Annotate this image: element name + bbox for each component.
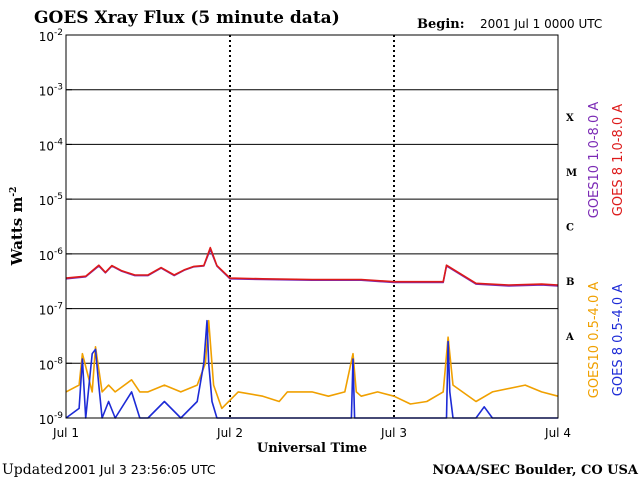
x-tick-label: Jul 4 xyxy=(544,426,571,440)
flare-class-label: B xyxy=(566,277,574,288)
legend-label: GOES10 0.5-4.0 A xyxy=(587,282,602,399)
x-tick-label: Jul 3 xyxy=(380,426,407,440)
y-tick-base: 10 xyxy=(39,358,54,372)
y-tick-exponent: -8 xyxy=(54,356,63,366)
y-tick-label: 10-4 xyxy=(39,137,64,153)
y-tick-base: 10 xyxy=(39,30,54,44)
y-tick-base: 10 xyxy=(39,413,54,427)
y-tick-label: 10-7 xyxy=(39,302,63,318)
flare-class-label: X xyxy=(566,113,574,124)
y-tick-label: 10-5 xyxy=(39,192,63,208)
y-tick-base: 10 xyxy=(39,85,54,99)
x-tick-label: Jul 1 xyxy=(52,426,79,440)
y-axis-tick-labels: 10-210-310-410-510-610-710-810-9 xyxy=(39,28,72,427)
y-axis-label: Watts m-2 xyxy=(8,187,26,267)
begin-value: 2001 Jul 1 0000 UTC xyxy=(480,17,602,31)
y-tick-base: 10 xyxy=(39,139,54,153)
chart-legend: GOES10 1.0-8.0 A GOES 8 1.0-8.0 A GOES10 0… xyxy=(587,102,626,399)
y-tick-label: 10-9 xyxy=(39,411,64,427)
legend-label: GOES 8 0.5-4.0 A xyxy=(611,284,626,396)
y-tick-base: 10 xyxy=(39,194,54,208)
legend-label: GOES 8 1.0-8.0 A xyxy=(611,104,626,216)
x-tick-label: Jul 2 xyxy=(216,426,243,440)
y-tick-exponent: -4 xyxy=(54,137,63,147)
y-tick-exponent: -5 xyxy=(54,192,63,202)
flare-class-label: C xyxy=(566,223,574,234)
y-tick-exponent: -6 xyxy=(54,247,63,257)
y-axis-label-text: Watts m xyxy=(8,197,26,267)
y-tick-label: 10-8 xyxy=(39,356,64,372)
y-tick-label: 10-2 xyxy=(39,28,63,44)
chart-title: GOES Xray Flux (5 minute data) xyxy=(34,8,340,28)
legend-label: GOES10 1.0-8.0 A xyxy=(587,102,602,219)
updated-label: Updated xyxy=(2,462,63,478)
series-line xyxy=(65,319,559,410)
flare-class-labels: X M C B A xyxy=(565,113,577,343)
y-tick-exponent: -9 xyxy=(54,411,63,421)
updated-value: 2001 Jul 3 23:56:05 UTC xyxy=(64,462,216,477)
chart-grid xyxy=(66,35,558,418)
series-line xyxy=(65,319,558,419)
y-tick-exponent: -7 xyxy=(54,302,63,312)
plot-frame xyxy=(65,34,559,419)
y-tick-base: 10 xyxy=(39,304,54,318)
flare-class-label: A xyxy=(565,332,574,343)
x-axis-tick-labels: Jul 1 Jul 2 Jul 3 Jul 4 xyxy=(52,426,571,440)
series-layer xyxy=(65,246,559,419)
begin-label: Begin: xyxy=(417,17,465,32)
y-tick-exponent: -2 xyxy=(54,28,63,38)
y-tick-exponent: -3 xyxy=(54,83,63,93)
y-tick-label: 10-3 xyxy=(39,83,63,99)
series-line xyxy=(65,246,559,286)
credit-text: NOAA/SEC Boulder, CO USA xyxy=(432,463,639,478)
y-axis-label-superscript: -2 xyxy=(9,187,19,197)
y-tick-label: 10-6 xyxy=(39,247,64,263)
flare-class-label: M xyxy=(566,168,577,179)
x-axis-label: Universal Time xyxy=(257,441,367,456)
y-tick-base: 10 xyxy=(39,249,54,263)
